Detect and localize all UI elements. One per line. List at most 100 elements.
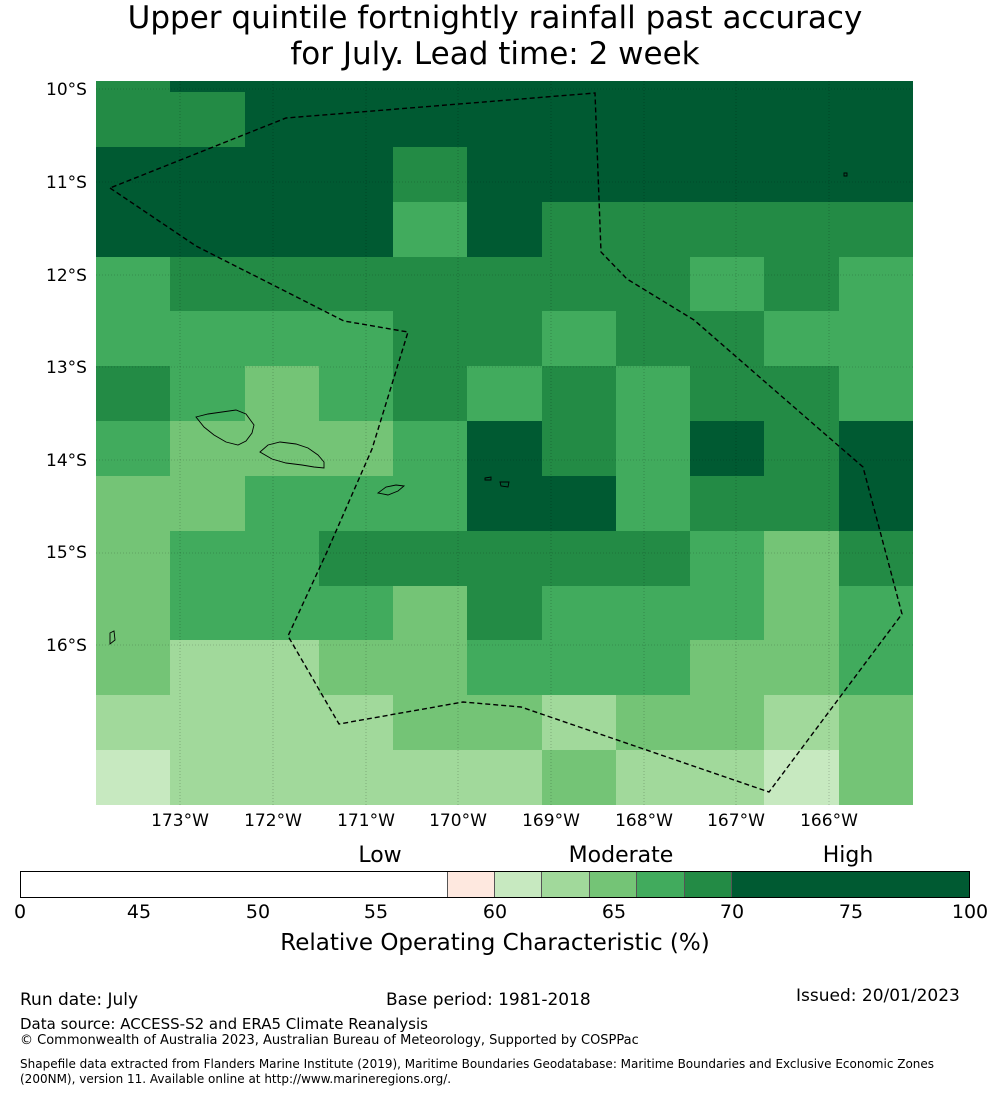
roc-cell xyxy=(764,531,839,586)
roc-cell xyxy=(839,421,913,476)
roc-cell xyxy=(393,202,467,257)
roc-cell xyxy=(839,202,913,257)
roc-cell xyxy=(319,586,393,640)
roc-cell xyxy=(690,81,764,92)
roc-cell xyxy=(764,586,839,640)
roc-cell xyxy=(764,695,839,750)
roc-cell xyxy=(542,81,616,92)
roc-cell xyxy=(245,202,319,257)
roc-cell xyxy=(764,311,839,366)
roc-cell xyxy=(245,421,319,476)
roc-cell xyxy=(616,202,690,257)
roc-cell xyxy=(764,750,839,805)
roc-cell xyxy=(467,147,542,202)
category-moderate: Moderate xyxy=(568,843,674,868)
roc-cell xyxy=(393,366,467,421)
upolu-island xyxy=(259,441,325,469)
roc-cell xyxy=(245,695,319,750)
colorbar-tick-60: 60 xyxy=(482,901,508,923)
lon-label-170w: 170°W xyxy=(429,811,487,831)
roc-cell xyxy=(616,640,690,695)
roc-cell xyxy=(96,695,170,750)
lon-label-173w: 173°W xyxy=(151,811,209,831)
roc-cell xyxy=(467,311,542,366)
colorbar-tick-45: 45 xyxy=(126,901,152,923)
roc-cell xyxy=(690,476,764,531)
roc-cell xyxy=(245,586,319,640)
roc-cell xyxy=(96,147,170,202)
roc-cell xyxy=(245,81,319,92)
roc-cell xyxy=(393,476,467,531)
roc-cell xyxy=(170,81,245,92)
roc-cell xyxy=(542,92,616,147)
base-period: Base period: 1981-2018 xyxy=(386,990,591,1010)
roc-cell xyxy=(393,421,467,476)
colorbar-segment xyxy=(542,872,590,897)
roc-cell xyxy=(542,531,616,586)
roc-cell xyxy=(170,640,245,695)
roc-cell xyxy=(616,531,690,586)
roc-cell xyxy=(393,531,467,586)
roc-cell xyxy=(542,257,616,311)
colorbar-segment xyxy=(447,872,495,897)
colorbar-label: Relative Operating Characteristic (%) xyxy=(280,930,710,956)
eez-boundary xyxy=(108,92,903,793)
roc-cell xyxy=(616,476,690,531)
roc-cell xyxy=(467,421,542,476)
roc-cell xyxy=(467,366,542,421)
graticule xyxy=(96,81,913,805)
roc-cell xyxy=(319,695,393,750)
colorbar-tick-65: 65 xyxy=(601,901,627,923)
roc-cell xyxy=(616,695,690,750)
roc-cell xyxy=(467,531,542,586)
roc-cell xyxy=(393,640,467,695)
roc-cell xyxy=(690,311,764,366)
roc-cell xyxy=(764,421,839,476)
lat-label-12s: 12°S xyxy=(46,266,87,286)
roc-cell xyxy=(764,81,839,92)
roc-cell xyxy=(467,695,542,750)
roc-cell xyxy=(839,750,913,805)
lon-label-167w: 167°W xyxy=(707,811,765,831)
roc-cell xyxy=(393,257,467,311)
roc-cell xyxy=(764,257,839,311)
roc-cell xyxy=(467,81,542,92)
roc-cell xyxy=(616,81,690,92)
roc-cell xyxy=(319,81,393,92)
colorbar-segment xyxy=(731,872,969,897)
colorbar-segment xyxy=(494,872,543,897)
roc-cell xyxy=(96,586,170,640)
roc-cell xyxy=(616,92,690,147)
roc-cell xyxy=(839,92,913,147)
chart-title-line-1: Upper quintile fortnightly rainfall past… xyxy=(127,0,863,36)
roc-cell xyxy=(542,366,616,421)
lat-label-15s: 15°S xyxy=(46,543,87,563)
roc-cell xyxy=(96,531,170,586)
roc-cell xyxy=(764,476,839,531)
colorbar-tick-75: 75 xyxy=(838,901,864,923)
roc-cell xyxy=(393,750,467,805)
roc-cell xyxy=(393,311,467,366)
data-source: Data source: ACCESS-S2 and ERA5 Climate … xyxy=(20,1015,428,1033)
roc-cell xyxy=(467,202,542,257)
roc-cell xyxy=(616,366,690,421)
roc-cell xyxy=(542,586,616,640)
colorbar-tick-100: 100 xyxy=(951,901,989,923)
roc-cell xyxy=(542,421,616,476)
colorbar-tick-70: 70 xyxy=(719,901,745,923)
roc-cell xyxy=(764,92,839,147)
roc-cell xyxy=(170,586,245,640)
roc-cell xyxy=(764,202,839,257)
roc-cell xyxy=(96,257,170,311)
roc-cell xyxy=(170,366,245,421)
roc-cell xyxy=(96,750,170,805)
colorbar-segment xyxy=(589,872,638,897)
roc-cell xyxy=(542,202,616,257)
run-date: Run date: July xyxy=(20,990,139,1010)
roc-cell xyxy=(616,750,690,805)
roc-cell xyxy=(319,257,393,311)
roc-cell xyxy=(690,421,764,476)
roc-cell xyxy=(616,421,690,476)
roc-grid-cells xyxy=(96,81,913,805)
lat-label-13s: 13°S xyxy=(46,358,87,378)
